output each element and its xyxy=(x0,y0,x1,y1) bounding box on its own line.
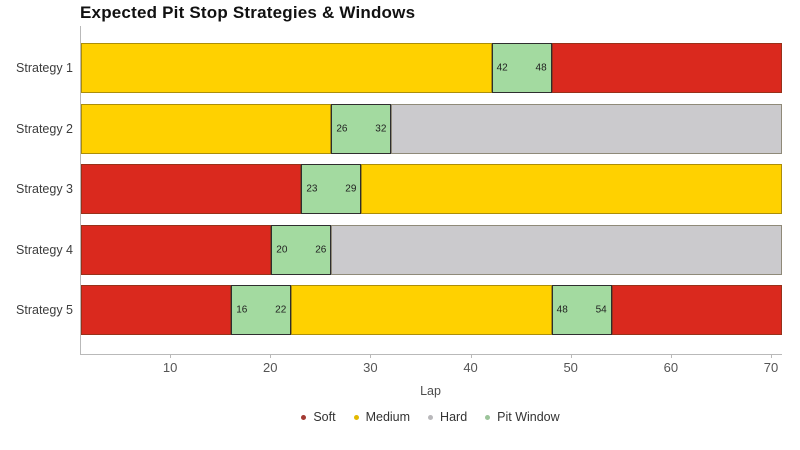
pit-window-end-label: 48 xyxy=(535,62,547,74)
pit-window-segment: 42 48 xyxy=(491,43,552,93)
legend-label: Medium xyxy=(365,410,411,424)
pit-window-segment: 23 29 xyxy=(301,164,362,215)
bar-segment-soft xyxy=(81,224,272,275)
category-label: Strategy 4 xyxy=(16,242,73,257)
legend-item-pit-window: Pit Window xyxy=(485,410,560,424)
x-tick xyxy=(470,354,472,358)
legend-label: Hard xyxy=(440,410,468,424)
x-tick-label: 20 xyxy=(263,360,278,375)
x-tick xyxy=(770,354,772,358)
legend-marker-icon xyxy=(353,414,359,420)
chart-title: Expected Pit Stop Strategies & Windows xyxy=(80,3,416,22)
pit-window-segment: 26 32 xyxy=(331,103,392,154)
pit-window-start-label: 42 xyxy=(496,62,508,74)
x-tick xyxy=(270,354,272,358)
x-axis-label: Lap xyxy=(420,384,441,398)
bar-segment-medium xyxy=(81,103,332,154)
legend-item-hard: Hard xyxy=(428,410,467,424)
pit-window-segment: 48 54 xyxy=(551,285,612,336)
legend-marker-icon xyxy=(485,414,491,420)
bar-row: 26 32 xyxy=(81,103,782,154)
legend-label: Pit Window xyxy=(497,410,560,424)
x-tick-label: 50 xyxy=(563,360,578,375)
bar-row: 20 26 xyxy=(81,224,782,275)
pit-window-start-label: 48 xyxy=(556,304,568,316)
bar-segment-soft xyxy=(551,43,782,93)
x-tick xyxy=(570,354,572,358)
pit-window-end-label: 22 xyxy=(275,304,287,316)
bar-segment-hard xyxy=(391,103,782,154)
category-label: Strategy 3 xyxy=(16,182,73,197)
bar-row: 42 48 xyxy=(81,43,782,93)
pit-window-start-label: 16 xyxy=(236,304,248,316)
x-tick-label: 40 xyxy=(463,360,478,375)
legend-label: Soft xyxy=(313,410,336,424)
x-tick xyxy=(170,354,172,358)
x-tick xyxy=(370,354,372,358)
pit-window-start-label: 23 xyxy=(306,183,318,195)
bar-row: 23 29 xyxy=(81,164,782,215)
pit-window-end-label: 32 xyxy=(375,123,387,135)
legend: Soft Medium Hard Pit Window xyxy=(80,410,781,424)
pit-window-segment: 16 22 xyxy=(231,285,292,336)
plot-area: 42 48 26 32 23 29 20 26 16 22 48 54 xyxy=(80,26,782,355)
category-label: Strategy 2 xyxy=(16,121,73,136)
x-tick xyxy=(670,354,672,358)
bar-segment-soft xyxy=(81,164,302,215)
x-tick-label: 30 xyxy=(363,360,378,375)
x-tick-label: 70 xyxy=(763,360,779,375)
category-label: Strategy 1 xyxy=(16,61,73,75)
x-tick-label: 60 xyxy=(663,360,679,375)
legend-item-medium: Medium xyxy=(353,410,411,424)
bar-row: 16 22 48 54 xyxy=(81,285,782,336)
bar-segment-medium xyxy=(291,285,552,336)
pit-window-end-label: 29 xyxy=(345,183,357,195)
legend-item-soft: Soft xyxy=(301,410,336,424)
legend-marker-icon xyxy=(301,414,307,420)
pit-window-start-label: 26 xyxy=(336,123,348,135)
bar-segment-medium xyxy=(361,164,782,215)
x-tick-label: 10 xyxy=(162,360,178,375)
category-label: Strategy 5 xyxy=(16,303,73,318)
pit-window-end-label: 54 xyxy=(595,304,607,316)
pit-window-end-label: 26 xyxy=(315,244,327,256)
bar-segment-medium xyxy=(81,43,492,93)
bar-segment-soft xyxy=(81,285,232,336)
bar-segment-soft xyxy=(611,285,782,336)
pit-window-start-label: 20 xyxy=(276,244,288,256)
pit-window-segment: 20 26 xyxy=(271,224,332,275)
bar-segment-hard xyxy=(331,224,782,275)
legend-marker-icon xyxy=(428,414,434,420)
